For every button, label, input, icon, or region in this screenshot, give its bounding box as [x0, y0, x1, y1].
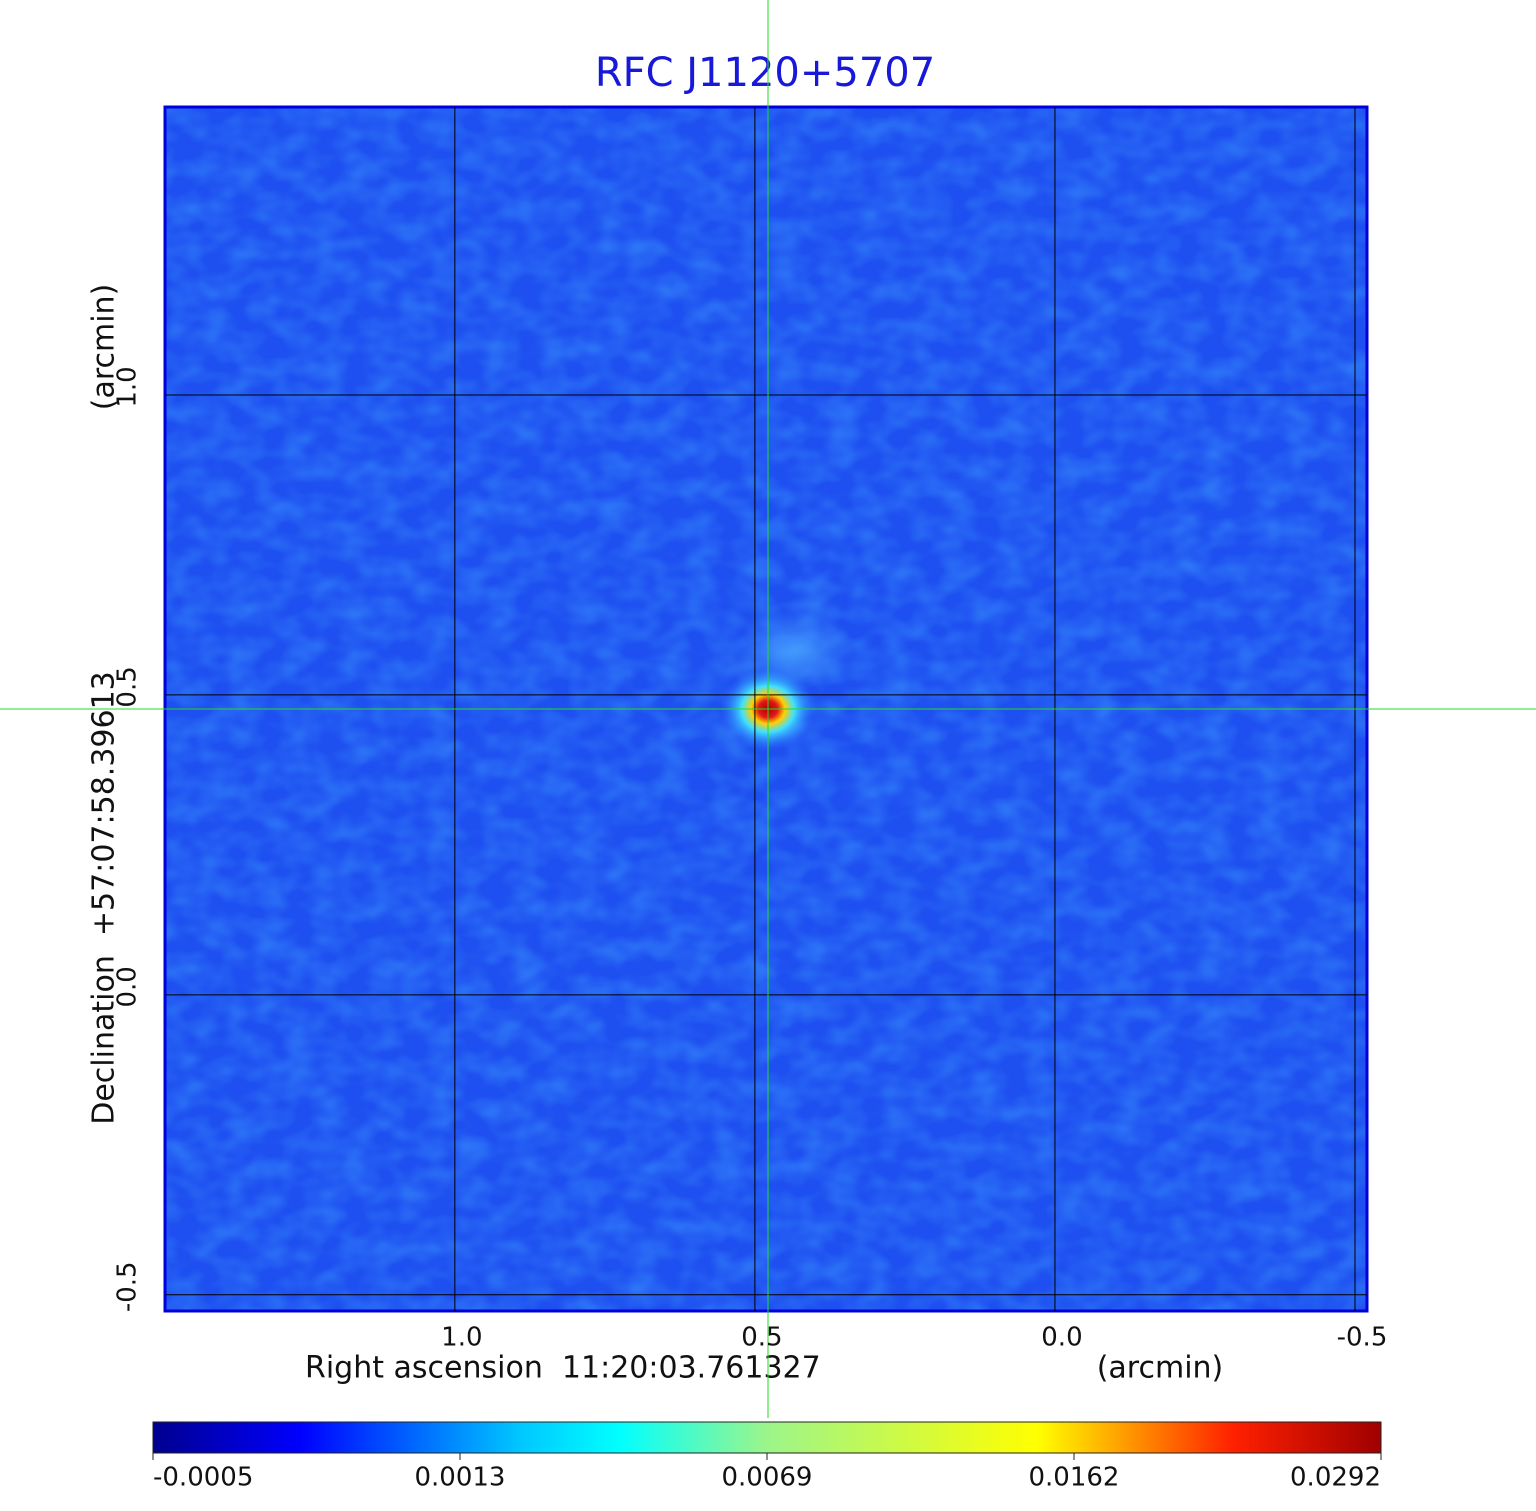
colorbar-tick-label: 0.0162 [1029, 1463, 1120, 1493]
crosshair [0, 0, 1536, 1418]
x-tick-label: 0.0 [1041, 1323, 1082, 1353]
x-tick-label: 0.5 [741, 1323, 782, 1353]
chart-title: RFC J1120+5707 [595, 50, 935, 96]
x-axis-label: Right ascension 11:20:03.761327 [305, 1351, 821, 1386]
colorbar-tick-label: 0.0013 [415, 1463, 506, 1493]
x-axis-unit: (arcmin) [1097, 1351, 1224, 1386]
y-axis-label: Declination +57:07:58.39613 [87, 671, 122, 1125]
colorbar-tick-label: 0.0292 [1290, 1463, 1381, 1493]
colorbar [152, 1421, 1382, 1454]
y-axis-unit: (arcmin) [87, 284, 122, 411]
y-tick-label: 1.0 [113, 366, 143, 407]
colorbar-tick-label: -0.0005 [153, 1463, 253, 1493]
colorbar-tick-label: 0.0069 [722, 1463, 813, 1493]
y-tick-label: 0.5 [113, 666, 143, 707]
x-tick-label: 1.0 [441, 1323, 482, 1353]
x-tick-label: -0.5 [1337, 1323, 1388, 1353]
y-tick-label: -0.5 [113, 1261, 143, 1312]
y-tick-label: 0.0 [113, 966, 143, 1007]
